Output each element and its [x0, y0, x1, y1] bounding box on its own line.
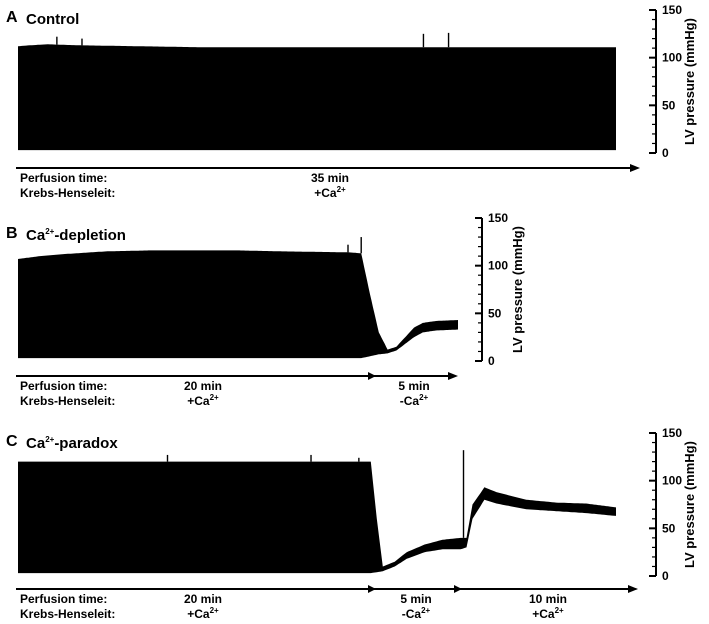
panel-a-title: Control: [26, 11, 79, 28]
panel-c-phase-divider-arrowhead-1: [368, 585, 376, 593]
y-tick-label: 0: [662, 569, 669, 583]
y-tick-label: 100: [488, 259, 508, 273]
y-tick-label: 100: [662, 474, 682, 488]
y-tick-label: 150: [662, 3, 682, 17]
panel-b-title: Ca2+-depletion: [26, 227, 126, 244]
panel-c-phase2-duration: 5 min: [400, 592, 431, 606]
panel-c-arrowhead: [628, 585, 638, 593]
panel-b-solution-label: Krebs-Henseleit:: [20, 394, 115, 408]
y-tick-label: 50: [662, 521, 676, 535]
panel-a-arrowhead: [630, 164, 640, 172]
panel-b-phase2-duration: 5 min: [398, 379, 429, 393]
y-tick-label: 0: [488, 354, 495, 368]
y-axis-title: LV pressure (mmHg): [682, 18, 697, 145]
panel-b-phase1-duration: 20 min: [184, 379, 222, 393]
y-axis-title: LV pressure (mmHg): [682, 441, 697, 568]
panel-c-title: Ca2+-paradox: [26, 435, 118, 452]
panel-a-letter: A: [6, 9, 18, 26]
y-tick-label: 0: [662, 146, 669, 160]
panel-b-time-label: Perfusion time:: [20, 379, 107, 393]
panel-c-phase2-solution: -Ca2+: [402, 606, 431, 621]
panel-c-phase1-solution: +Ca2+: [187, 606, 219, 621]
panel-b-pressure-trace: [18, 237, 458, 359]
y-axis-title: LV pressure (mmHg): [510, 226, 525, 353]
pressure-band: [18, 250, 458, 359]
pressure-band: [18, 44, 616, 151]
panel-b-letter: B: [6, 225, 18, 242]
panel-b-phase2-solution: -Ca2+: [400, 393, 429, 408]
y-tick-label: 50: [662, 98, 676, 112]
panel-c-phase-divider-arrowhead-2: [454, 585, 462, 593]
panel-a-pressure-trace: [18, 32, 616, 151]
panel-c-phase3-duration: 10 min: [529, 592, 567, 606]
panel-c-phase3-solution: +Ca2+: [532, 606, 564, 621]
panel-c-time-label: Perfusion time:: [20, 592, 107, 606]
y-tick-label: 150: [662, 426, 682, 440]
panel-c-pressure-trace: [18, 450, 616, 574]
panel-c-phase1-duration: 20 min: [184, 592, 222, 606]
y-tick-label: 50: [488, 306, 502, 320]
y-tick-label: 100: [662, 51, 682, 65]
panel-a-phase1-duration: 35 min: [311, 171, 349, 185]
panel-a-phase1-solution: +Ca2+: [314, 185, 346, 200]
panel-a-time-label: Perfusion time:: [20, 171, 107, 185]
pressure-band: [18, 461, 616, 574]
panel-b-arrowhead: [448, 372, 458, 380]
panel-b-phase1-solution: +Ca2+: [187, 393, 219, 408]
panel-a-solution-label: Krebs-Henseleit:: [20, 186, 115, 200]
y-tick-label: 150: [488, 211, 508, 225]
panel-c-solution-label: Krebs-Henseleit:: [20, 607, 115, 621]
panel-b-phase-divider-arrowhead: [368, 372, 376, 380]
panel-c-letter: C: [6, 433, 18, 450]
